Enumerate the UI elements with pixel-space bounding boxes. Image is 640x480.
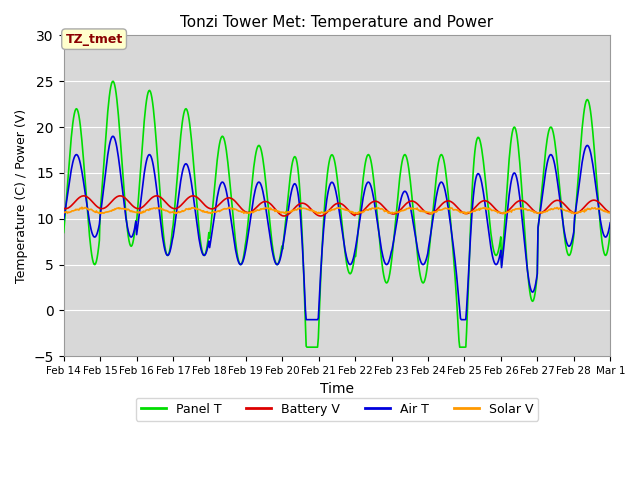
Panel T bbox=[405, 166, 413, 172]
Battery V bbox=[70, 201, 77, 206]
Air T bbox=[127, 234, 134, 240]
Air T bbox=[60, 217, 67, 223]
Panel T bbox=[60, 229, 67, 235]
Battery V bbox=[60, 205, 67, 211]
Air T bbox=[211, 209, 219, 215]
Air T bbox=[109, 133, 117, 139]
Air T bbox=[607, 220, 614, 226]
Battery V bbox=[189, 193, 196, 199]
Panel T bbox=[109, 78, 117, 84]
Air T bbox=[302, 317, 310, 323]
Solar V bbox=[404, 205, 412, 211]
Battery V bbox=[182, 198, 189, 204]
Battery V bbox=[280, 213, 288, 219]
Panel T bbox=[211, 180, 219, 185]
Air T bbox=[405, 196, 413, 202]
Text: TZ_tmet: TZ_tmet bbox=[65, 33, 123, 46]
Battery V bbox=[421, 209, 429, 215]
Solar V bbox=[607, 210, 614, 216]
Solar V bbox=[420, 208, 428, 214]
Battery V bbox=[211, 205, 219, 211]
Line: Solar V: Solar V bbox=[63, 207, 611, 214]
Battery V bbox=[607, 210, 614, 216]
Solar V bbox=[70, 208, 77, 214]
Solar V bbox=[126, 208, 134, 214]
Air T bbox=[70, 156, 77, 162]
X-axis label: Time: Time bbox=[320, 382, 354, 396]
Panel T bbox=[607, 228, 614, 234]
Line: Panel T: Panel T bbox=[63, 81, 611, 347]
Panel T bbox=[127, 243, 134, 249]
Title: Tonzi Tower Met: Temperature and Power: Tonzi Tower Met: Temperature and Power bbox=[180, 15, 493, 30]
Panel T bbox=[421, 277, 429, 283]
Solar V bbox=[60, 209, 67, 215]
Panel T bbox=[70, 115, 77, 121]
Battery V bbox=[126, 200, 134, 206]
Panel T bbox=[303, 344, 311, 350]
Solar V bbox=[461, 211, 469, 216]
Air T bbox=[182, 161, 190, 167]
Line: Battery V: Battery V bbox=[63, 196, 611, 216]
Legend: Panel T, Battery V, Air T, Solar V: Panel T, Battery V, Air T, Solar V bbox=[136, 398, 538, 420]
Air T bbox=[421, 260, 429, 266]
Solar V bbox=[211, 209, 218, 215]
Line: Air T: Air T bbox=[63, 136, 611, 320]
Battery V bbox=[405, 199, 413, 204]
Solar V bbox=[225, 204, 233, 210]
Solar V bbox=[182, 207, 189, 213]
Panel T bbox=[182, 106, 190, 112]
Y-axis label: Temperature (C) / Power (V): Temperature (C) / Power (V) bbox=[15, 109, 28, 283]
